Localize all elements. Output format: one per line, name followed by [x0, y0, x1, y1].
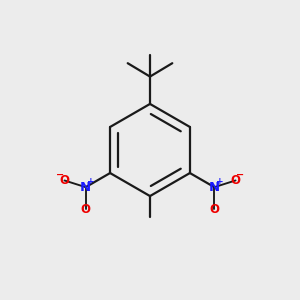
- Text: +: +: [216, 177, 223, 186]
- Text: O: O: [209, 203, 219, 216]
- Text: −: −: [236, 170, 244, 180]
- Text: −: −: [56, 170, 64, 180]
- Text: +: +: [87, 177, 94, 186]
- Text: O: O: [59, 174, 70, 187]
- Text: N: N: [80, 181, 91, 194]
- Text: O: O: [230, 174, 241, 187]
- Text: O: O: [81, 203, 91, 216]
- Text: N: N: [209, 181, 220, 194]
